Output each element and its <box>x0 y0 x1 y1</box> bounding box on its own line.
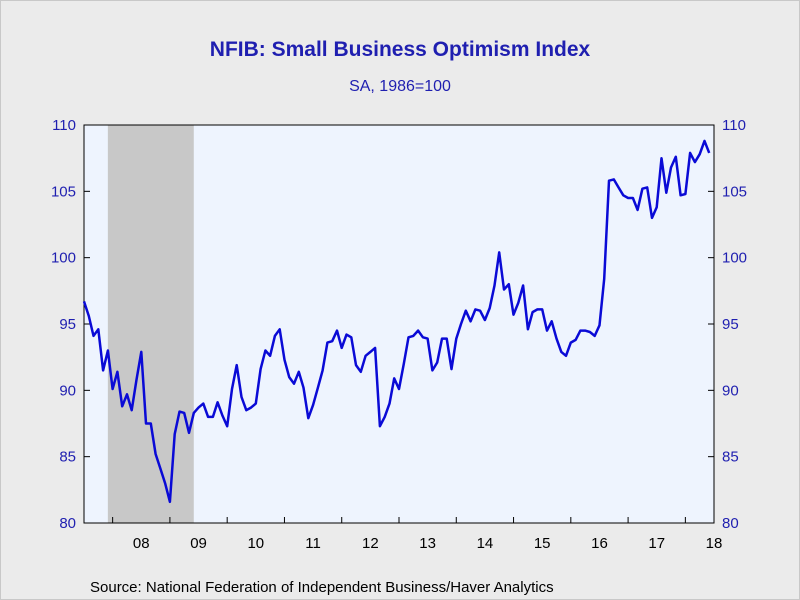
x-tick-label: 11 <box>305 535 321 552</box>
y-tick-label-right: 85 <box>722 449 739 466</box>
recession-shading <box>107 125 194 523</box>
x-tick-label: 09 <box>190 535 207 552</box>
x-tick-label: 14 <box>477 535 494 552</box>
y-tick-label-left: 105 <box>51 183 76 200</box>
x-tick-label: 18 <box>706 535 723 552</box>
y-tick-label-left: 90 <box>59 382 76 399</box>
x-tick-label: 10 <box>247 535 264 552</box>
y-tick-label-left: 110 <box>52 117 76 134</box>
x-tick-label: 08 <box>133 535 150 552</box>
y-tick-label-left: 80 <box>59 515 76 532</box>
y-tick-label-left: 100 <box>51 250 76 267</box>
chart-source: Source: National Federation of Independe… <box>90 579 554 596</box>
y-tick-label-right: 100 <box>722 250 747 267</box>
y-tick-label-right: 110 <box>722 117 746 134</box>
chart-subtitle: SA, 1986=100 <box>349 78 451 95</box>
chart-title: NFIB: Small Business Optimism Index <box>209 38 591 61</box>
y-tick-label-right: 80 <box>722 515 739 532</box>
x-tick-label: 12 <box>362 535 379 552</box>
y-tick-label-left: 95 <box>59 316 76 333</box>
y-tick-label-left: 85 <box>59 449 76 466</box>
x-tick-label: 17 <box>648 535 665 552</box>
x-tick-label: 16 <box>591 535 608 552</box>
y-tick-label-right: 95 <box>722 316 739 333</box>
y-tick-label-right: 90 <box>722 382 739 399</box>
x-tick-label: 15 <box>534 535 551 552</box>
y-tick-label-right: 105 <box>722 183 747 200</box>
x-tick-label: 13 <box>419 535 436 552</box>
series-line <box>82 139 711 504</box>
